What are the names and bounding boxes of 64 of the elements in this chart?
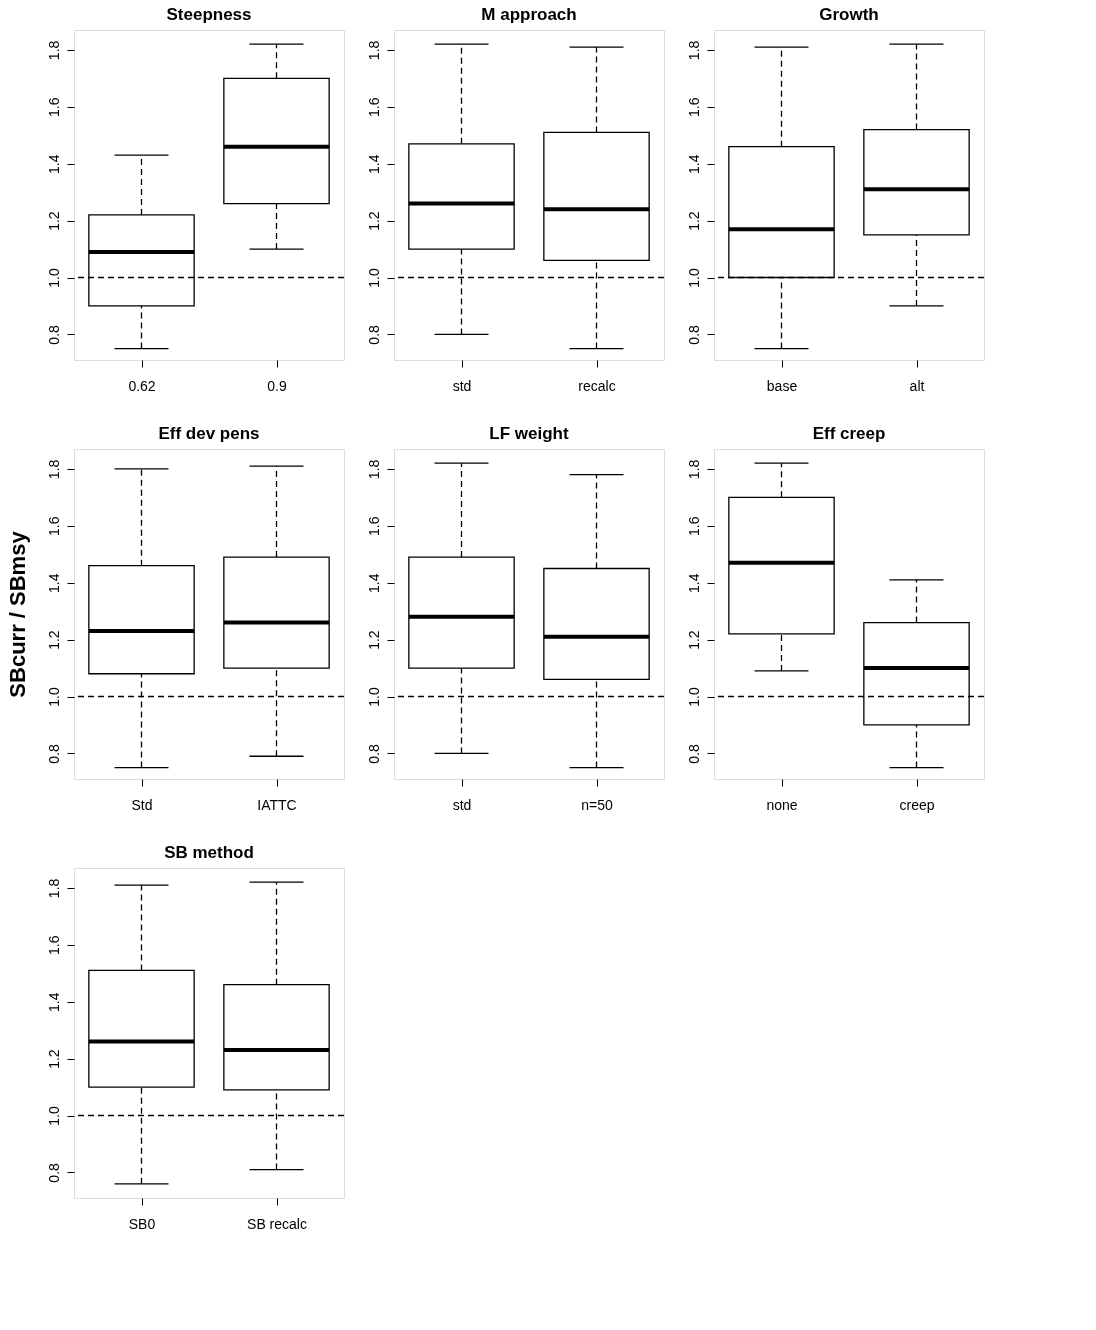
y-tick-label: 1.6	[685, 516, 702, 537]
y-tick-label: 1.6	[685, 97, 702, 118]
y-tick-label: 0.8	[45, 324, 62, 345]
x-tick-label: base	[766, 377, 798, 394]
y-tick-label: 1.4	[45, 154, 62, 174]
y-tick-label: 1.8	[685, 459, 702, 480]
y-tick-label: 1.6	[365, 97, 382, 118]
y-tick-label: 1.0	[365, 687, 382, 707]
y-tick-label: 0.8	[45, 743, 62, 764]
y-tick-label: 1.4	[45, 573, 62, 593]
y-tick-label: 1.4	[45, 992, 62, 1012]
x-tick-label: alt	[909, 377, 925, 394]
y-tick-label: 1.6	[45, 935, 62, 956]
y-tick-label: 1.2	[365, 211, 382, 231]
y-tick-label: 1.0	[45, 268, 62, 288]
y-tick-label: 1.0	[685, 268, 702, 288]
y-tick-label: 1.6	[45, 97, 62, 118]
chart-title: Eff dev pens	[158, 424, 260, 443]
y-tick-label: 1.2	[685, 630, 702, 650]
y-tick-label: 1.0	[685, 687, 702, 707]
y-axis-title: SBcurr / SBmsy	[4, 530, 30, 698]
y-tick-label: 1.8	[45, 878, 62, 899]
y-tick-label: 1.2	[685, 211, 702, 231]
y-tick-label: 1.8	[45, 40, 62, 61]
x-tick-label: IATTC	[257, 796, 297, 813]
y-tick-label: 0.8	[45, 1162, 62, 1183]
chart-title: SB method	[164, 843, 254, 862]
y-tick-label: 0.8	[365, 743, 382, 764]
x-tick-label: n=50	[581, 796, 613, 813]
chart-title: M approach	[481, 5, 577, 24]
y-tick-label: 0.8	[365, 324, 382, 345]
y-tick-label: 1.8	[685, 40, 702, 61]
y-tick-label: 1.0	[45, 687, 62, 707]
y-tick-label: 1.4	[685, 154, 702, 174]
chart-title: Steepness	[166, 5, 252, 24]
y-tick-label: 1.2	[45, 1049, 62, 1069]
y-tick-label: 1.0	[365, 268, 382, 288]
y-tick-label: 1.6	[365, 516, 382, 537]
x-tick-label: Std	[131, 796, 153, 813]
y-tick-label: 1.8	[365, 40, 382, 61]
y-tick-label: 1.4	[365, 154, 382, 174]
y-tick-label: 1.6	[45, 516, 62, 537]
y-tick-label: 1.2	[365, 630, 382, 650]
x-tick-label: SB0	[128, 1215, 156, 1232]
y-tick-label: 1.2	[45, 211, 62, 231]
y-tick-label: 1.4	[365, 573, 382, 593]
x-tick-label: std	[452, 377, 472, 394]
chart-title: Eff creep	[812, 424, 886, 443]
y-tick-label: 1.8	[365, 459, 382, 480]
y-tick-label: 1.8	[45, 459, 62, 480]
chart-title: Growth	[819, 5, 879, 24]
chart-title: LF weight	[489, 424, 569, 443]
x-tick-label: none	[766, 796, 798, 813]
x-tick-label: SB recalc	[247, 1215, 307, 1232]
x-tick-label: std	[452, 796, 472, 813]
y-tick-label: 1.0	[45, 1106, 62, 1126]
y-tick-label: 1.2	[45, 630, 62, 650]
x-tick-label: 0.62	[128, 377, 156, 394]
x-tick-label: creep	[899, 796, 935, 813]
x-tick-label: 0.9	[267, 377, 287, 394]
x-tick-label: recalc	[578, 377, 616, 394]
y-tick-label: 0.8	[685, 743, 702, 764]
y-tick-label: 1.4	[685, 573, 702, 593]
y-tick-label: 0.8	[685, 324, 702, 345]
